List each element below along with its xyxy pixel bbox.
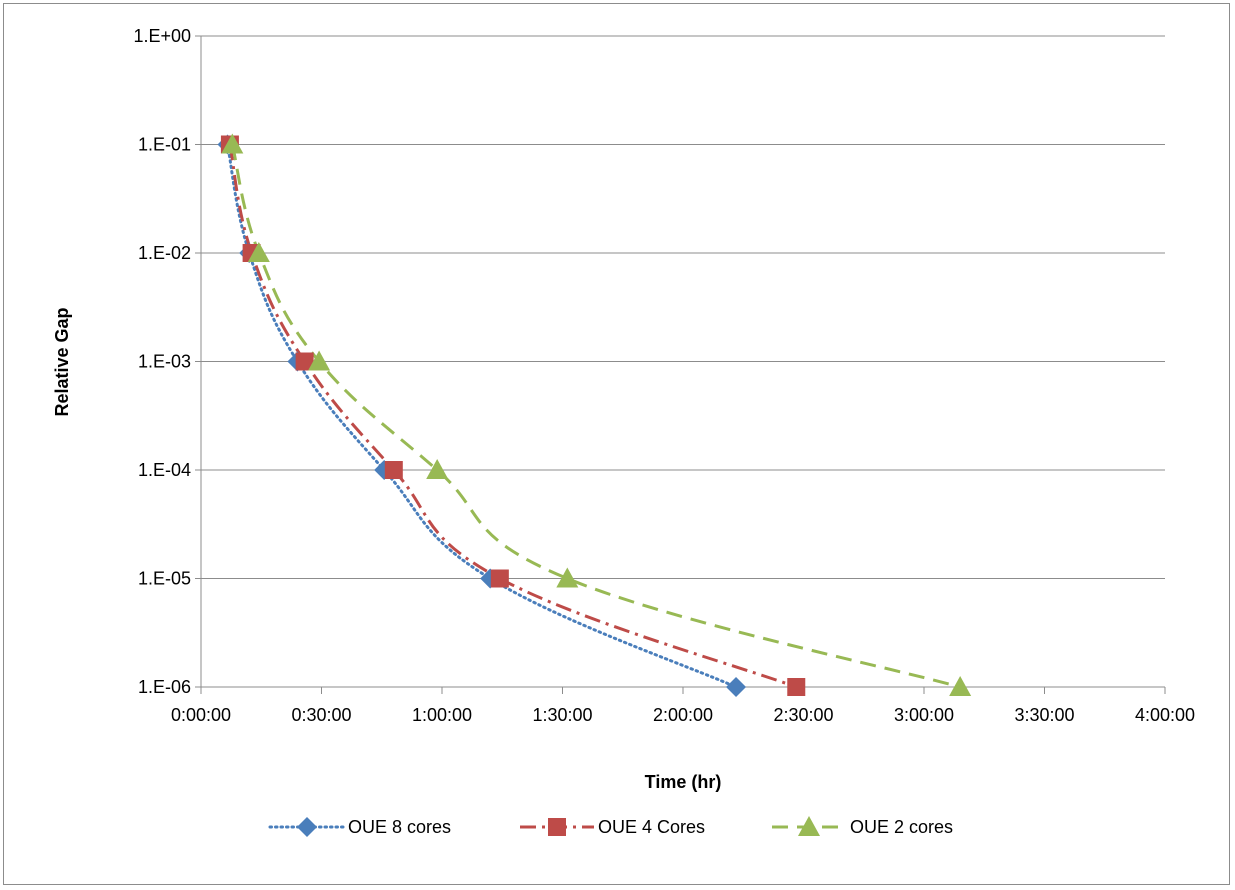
y-tick-label: 1.E-05 [138,569,191,589]
x-tick-label: 1:30:00 [532,705,592,725]
x-tick-label: 3:30:00 [1014,705,1074,725]
x-tick-label: 2:30:00 [773,705,833,725]
x-axis-title: Time (hr) [645,772,722,792]
x-tick-label: 1:00:00 [412,705,472,725]
data-point [556,567,579,588]
y-tick-label: 1.E+00 [133,26,191,46]
legend: OUE 8 cores OUE 4 Cores OUE 2 cores [268,816,953,837]
legend-marker [297,817,317,837]
y-tick-label: 1.E-06 [138,677,191,697]
series-line-2 [228,144,797,689]
data-point [490,569,509,588]
series-line-3 [230,144,961,689]
data-point [726,677,747,697]
data-point [787,678,806,696]
data-point [949,676,972,696]
x-tick-label: 0:00:00 [171,705,231,725]
data-point [221,133,244,154]
series-markers [217,133,972,697]
chart-area [3,3,1230,885]
y-tick-label: 1.E-03 [138,352,191,372]
gridlines [201,35,1165,579]
legend-marker [548,818,566,836]
legend-label: OUE 2 cores [850,817,953,837]
x-tick-label: 0:30:00 [291,705,351,725]
x-tick-label: 3:00:00 [894,705,954,725]
legend-item: OUE 2 cores [772,816,953,837]
y-tick-label: 1.E-02 [138,243,191,263]
data-point [384,461,403,479]
data-point [426,459,449,479]
axes: 1.E+00 1.E-01 1.E-02 1.E-03 1.E-04 1.E-05 1.E-… [133,26,1195,725]
data-point [247,242,270,262]
legend-marker [798,816,820,836]
legend-label: OUE 4 Cores [598,817,705,837]
y-tick-label: 1.E-01 [138,135,191,155]
legend-label: OUE 8 cores [348,817,451,837]
data-point [308,350,331,371]
series-line-1 [226,143,738,689]
legend-item: OUE 4 Cores [520,817,705,837]
x-tick-label: 2:00:00 [653,705,713,725]
data-point [295,352,314,371]
y-tick-label: 1.E-04 [138,460,191,480]
x-tick-label: 4:00:00 [1135,705,1195,725]
y-axis-title: Relative Gap [52,307,72,416]
legend-item: OUE 8 cores [268,817,451,837]
series-lines [226,143,961,689]
